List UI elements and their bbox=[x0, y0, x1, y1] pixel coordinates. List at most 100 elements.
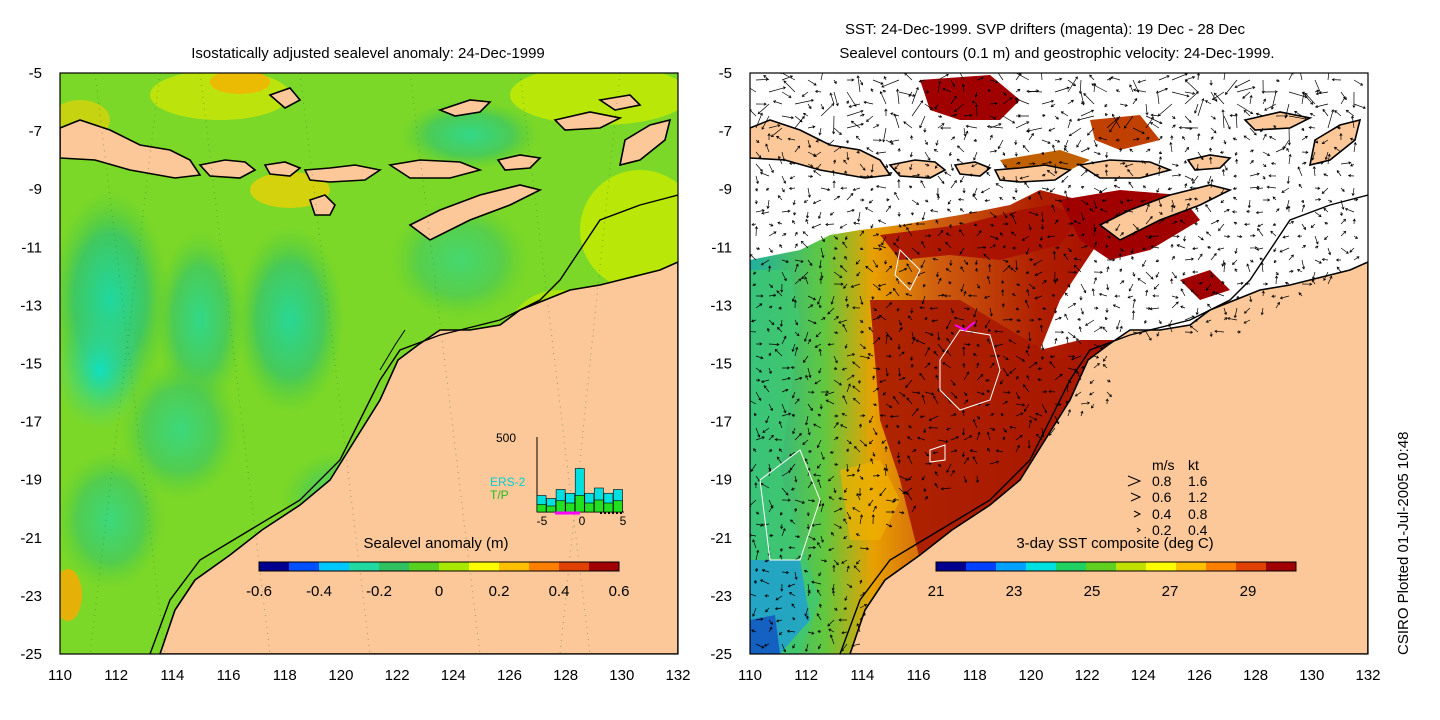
velocity-arrow bbox=[1171, 91, 1190, 98]
velocity-arrow bbox=[843, 606, 848, 610]
velocity-arrow bbox=[1170, 243, 1174, 249]
velocity-arrow bbox=[768, 367, 772, 375]
velocity-arrow bbox=[1233, 221, 1238, 225]
velocity-arrow bbox=[1271, 294, 1277, 298]
velocity-arrow bbox=[851, 643, 861, 647]
velocity-arrow bbox=[933, 350, 939, 357]
velocity-arrow bbox=[1054, 163, 1058, 175]
velocity-arrow bbox=[772, 100, 783, 105]
velocity-arrow bbox=[824, 391, 835, 396]
velocity-arrow bbox=[815, 139, 822, 143]
velocity-arrow bbox=[1288, 153, 1292, 165]
velocity-arrow bbox=[989, 362, 995, 369]
velocity-arrow bbox=[1207, 246, 1212, 250]
velocity-arrow bbox=[932, 451, 939, 455]
velocity-arrow bbox=[777, 195, 783, 201]
velocity-arrow bbox=[870, 88, 874, 93]
velocity-arrow bbox=[980, 187, 991, 194]
velocity-arrow bbox=[937, 343, 945, 353]
velocity-arrow bbox=[1314, 186, 1321, 190]
velocity-arrow bbox=[750, 331, 757, 333]
velocity-arrow bbox=[1130, 247, 1134, 254]
colorbar-swatch bbox=[529, 562, 560, 571]
velocity-arrow bbox=[1158, 319, 1162, 325]
velocity-arrow bbox=[781, 209, 791, 213]
velocity-arrow bbox=[1263, 198, 1271, 202]
velocity-arrow bbox=[1076, 115, 1095, 122]
velocity-arrow bbox=[1314, 79, 1322, 95]
velocity-arrow bbox=[1015, 391, 1020, 400]
velocity-arrow bbox=[986, 431, 991, 441]
velocity-arrow bbox=[1067, 367, 1077, 372]
velocity-arrow bbox=[1054, 415, 1060, 425]
velocity-arrow bbox=[820, 559, 828, 563]
velocity-arrow bbox=[787, 583, 796, 588]
velocity-arrow bbox=[1311, 151, 1316, 161]
velocity-arrow bbox=[1227, 317, 1238, 321]
velocity-arrow bbox=[1249, 127, 1257, 136]
velocity-arrow bbox=[1257, 223, 1264, 228]
velocity-arrow bbox=[1145, 271, 1154, 280]
velocity-arrow bbox=[1093, 270, 1103, 274]
colorbar-label: Sealevel anomaly (m) bbox=[363, 535, 508, 552]
left-panel-title: Isostatically adjusted sealevel anomaly:… bbox=[191, 45, 545, 62]
velocity-arrow bbox=[1301, 204, 1306, 213]
velocity-arrow bbox=[792, 617, 796, 621]
velocity-arrow bbox=[1076, 162, 1082, 166]
velocity-arrow bbox=[1131, 255, 1135, 261]
velocity-arrow bbox=[1079, 295, 1083, 301]
velocity-arrow bbox=[1103, 355, 1108, 362]
velocity-arrow bbox=[856, 271, 861, 277]
velocity-arrow bbox=[840, 186, 848, 190]
velocity-arrow bbox=[984, 198, 991, 203]
velocity-arrow bbox=[1178, 126, 1199, 130]
velocity-arrow bbox=[1114, 294, 1121, 298]
velocity-arrow bbox=[1106, 266, 1110, 273]
velocity-arrow bbox=[1170, 278, 1174, 285]
velocity-arrow bbox=[944, 171, 952, 177]
velocity-arrow bbox=[1102, 326, 1108, 333]
velocity-arrow bbox=[1156, 187, 1160, 193]
velocity-arrow bbox=[768, 449, 773, 453]
velocity-arrow bbox=[793, 299, 797, 309]
velocity-arrow bbox=[1209, 156, 1213, 165]
velocity-arrow bbox=[846, 383, 851, 393]
velocity-arrow bbox=[1102, 364, 1108, 369]
velocity-arrow bbox=[1076, 338, 1082, 345]
velocity-arrow bbox=[755, 209, 765, 213]
velocity-arrow bbox=[1126, 198, 1134, 203]
velocity-arrow bbox=[755, 342, 763, 346]
velocity-arrow bbox=[924, 495, 928, 501]
velocity-arrow bbox=[1002, 115, 1016, 124]
lat-tick-label: -7 bbox=[719, 123, 732, 140]
velocity-arrow bbox=[1114, 175, 1121, 182]
velocity-arrow bbox=[807, 427, 811, 436]
velocity-legend-ms: 0.4 bbox=[1152, 506, 1172, 522]
velocity-arrow bbox=[1182, 235, 1187, 242]
velocity-arrow bbox=[1279, 247, 1290, 253]
velocity-arrow bbox=[1243, 109, 1251, 117]
velocity-arrow bbox=[870, 458, 874, 465]
velocity-arrow bbox=[1012, 246, 1017, 250]
velocity-arrow bbox=[1140, 199, 1147, 203]
velocity-arrow bbox=[859, 414, 866, 418]
velocity-arrow bbox=[911, 86, 919, 105]
velocity-arrow bbox=[942, 87, 952, 93]
lat-tick-label: -21 bbox=[710, 530, 732, 547]
velocity-arrow bbox=[965, 124, 978, 129]
velocity-arrow bbox=[893, 498, 900, 502]
velocity-arrow bbox=[877, 244, 887, 249]
velocity-arrow bbox=[1249, 94, 1253, 105]
velocity-arrow bbox=[869, 174, 874, 178]
velocity-arrow bbox=[875, 151, 887, 155]
velocity-arrow bbox=[781, 91, 792, 98]
velocity-arrow bbox=[983, 253, 991, 261]
velocity-arrow bbox=[765, 143, 770, 153]
velocity-arrow bbox=[1171, 163, 1179, 167]
velocity-arrow bbox=[843, 159, 848, 165]
velocity-arrow bbox=[830, 295, 835, 305]
velocity-arrow bbox=[1255, 211, 1264, 215]
velocity-arrow bbox=[1197, 235, 1204, 241]
velocity-arrow bbox=[1206, 231, 1212, 237]
velocity-arrow bbox=[820, 103, 825, 110]
